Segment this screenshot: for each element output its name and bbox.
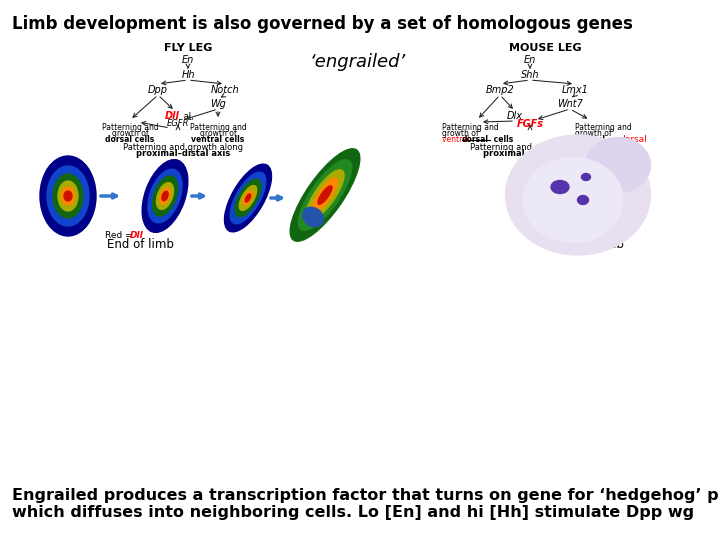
Text: EGFR: EGFR xyxy=(167,119,189,129)
Text: Patterning and: Patterning and xyxy=(442,124,499,132)
Ellipse shape xyxy=(40,156,96,236)
Text: Engrailed produces a transcription factor that turns on gene for ‘hedgehog’ prot: Engrailed produces a transcription facto… xyxy=(12,488,720,503)
Text: Lmx1: Lmx1 xyxy=(562,85,588,95)
Ellipse shape xyxy=(160,188,170,204)
Text: End of limb: End of limb xyxy=(107,239,174,252)
Ellipse shape xyxy=(243,191,253,205)
Text: Patterning and: Patterning and xyxy=(575,124,631,132)
Text: MOUSE LEG: MOUSE LEG xyxy=(509,43,581,53)
Ellipse shape xyxy=(523,158,623,242)
Ellipse shape xyxy=(58,181,78,211)
Text: dorsal: dorsal xyxy=(462,136,489,145)
Text: Patterning and: Patterning and xyxy=(189,124,246,132)
Text: Dll: Dll xyxy=(165,111,179,121)
Ellipse shape xyxy=(61,187,74,205)
Text: dorsal: dorsal xyxy=(620,136,648,145)
Text: Patterning and: Patterning and xyxy=(102,124,158,132)
Ellipse shape xyxy=(582,173,590,180)
Ellipse shape xyxy=(156,183,174,210)
Ellipse shape xyxy=(290,149,360,241)
Ellipse shape xyxy=(148,169,182,223)
Ellipse shape xyxy=(551,180,569,193)
Text: FLY LEG: FLY LEG xyxy=(164,43,212,53)
Text: which diffuses into neighboring cells. Lo [En] and hi [Hh] stimulate Dpp wg: which diffuses into neighboring cells. L… xyxy=(12,505,694,520)
Text: En: En xyxy=(182,55,194,65)
Ellipse shape xyxy=(53,174,83,218)
Ellipse shape xyxy=(153,176,178,216)
Ellipse shape xyxy=(577,195,588,205)
Ellipse shape xyxy=(162,191,168,201)
Text: growth of: growth of xyxy=(442,130,479,138)
Text: Shh: Shh xyxy=(521,70,539,80)
Text: proximal–distal axis: proximal–distal axis xyxy=(483,148,577,158)
Text: ventral: ventral xyxy=(575,136,606,145)
Text: proximal–distal axis: proximal–distal axis xyxy=(136,148,230,158)
Ellipse shape xyxy=(64,191,72,201)
Text: Notch: Notch xyxy=(211,85,239,95)
Text: ventral cells: ventral cells xyxy=(192,136,245,145)
Ellipse shape xyxy=(505,135,650,255)
Ellipse shape xyxy=(318,186,332,204)
Text: FGFs: FGFs xyxy=(516,119,544,129)
Ellipse shape xyxy=(585,138,650,192)
Text: growth of: growth of xyxy=(575,130,611,138)
Text: Hh: Hh xyxy=(181,70,194,80)
Text: Wg: Wg xyxy=(210,99,226,109)
Text: Purple =: Purple = xyxy=(530,232,572,240)
Text: Dpp: Dpp xyxy=(148,85,168,95)
Ellipse shape xyxy=(302,207,323,227)
Text: Dlx: Dlx xyxy=(507,111,523,121)
Text: End of limb: End of limb xyxy=(557,239,624,252)
Text: ‘engrailed’: ‘engrailed’ xyxy=(310,53,406,71)
Text: Red =: Red = xyxy=(105,232,135,240)
Text: Patterning and growth along: Patterning and growth along xyxy=(470,143,590,152)
Ellipse shape xyxy=(246,194,251,202)
Ellipse shape xyxy=(47,166,89,226)
Text: FGFs: FGFs xyxy=(568,232,593,240)
Text: cells: cells xyxy=(491,136,513,145)
Text: Dll: Dll xyxy=(130,232,144,240)
Text: Limb development is also governed by a set of homologous genes: Limb development is also governed by a s… xyxy=(12,15,633,33)
Text: growth of: growth of xyxy=(199,130,236,138)
Text: ventral: ventral xyxy=(442,136,472,145)
Text: al,: al, xyxy=(181,111,194,120)
Text: Bmp2: Bmp2 xyxy=(485,85,514,95)
Ellipse shape xyxy=(235,179,261,217)
Ellipse shape xyxy=(306,170,344,220)
Ellipse shape xyxy=(298,160,351,231)
Ellipse shape xyxy=(142,160,188,232)
Ellipse shape xyxy=(225,164,271,232)
Text: Patterning and growth along: Patterning and growth along xyxy=(123,143,243,152)
Text: dorsal cells: dorsal cells xyxy=(105,136,155,145)
Text: Wnt7: Wnt7 xyxy=(557,99,583,109)
Text: En: En xyxy=(524,55,536,65)
Ellipse shape xyxy=(230,172,266,224)
Text: growth of: growth of xyxy=(112,130,148,138)
Ellipse shape xyxy=(312,178,338,212)
Ellipse shape xyxy=(239,186,257,211)
